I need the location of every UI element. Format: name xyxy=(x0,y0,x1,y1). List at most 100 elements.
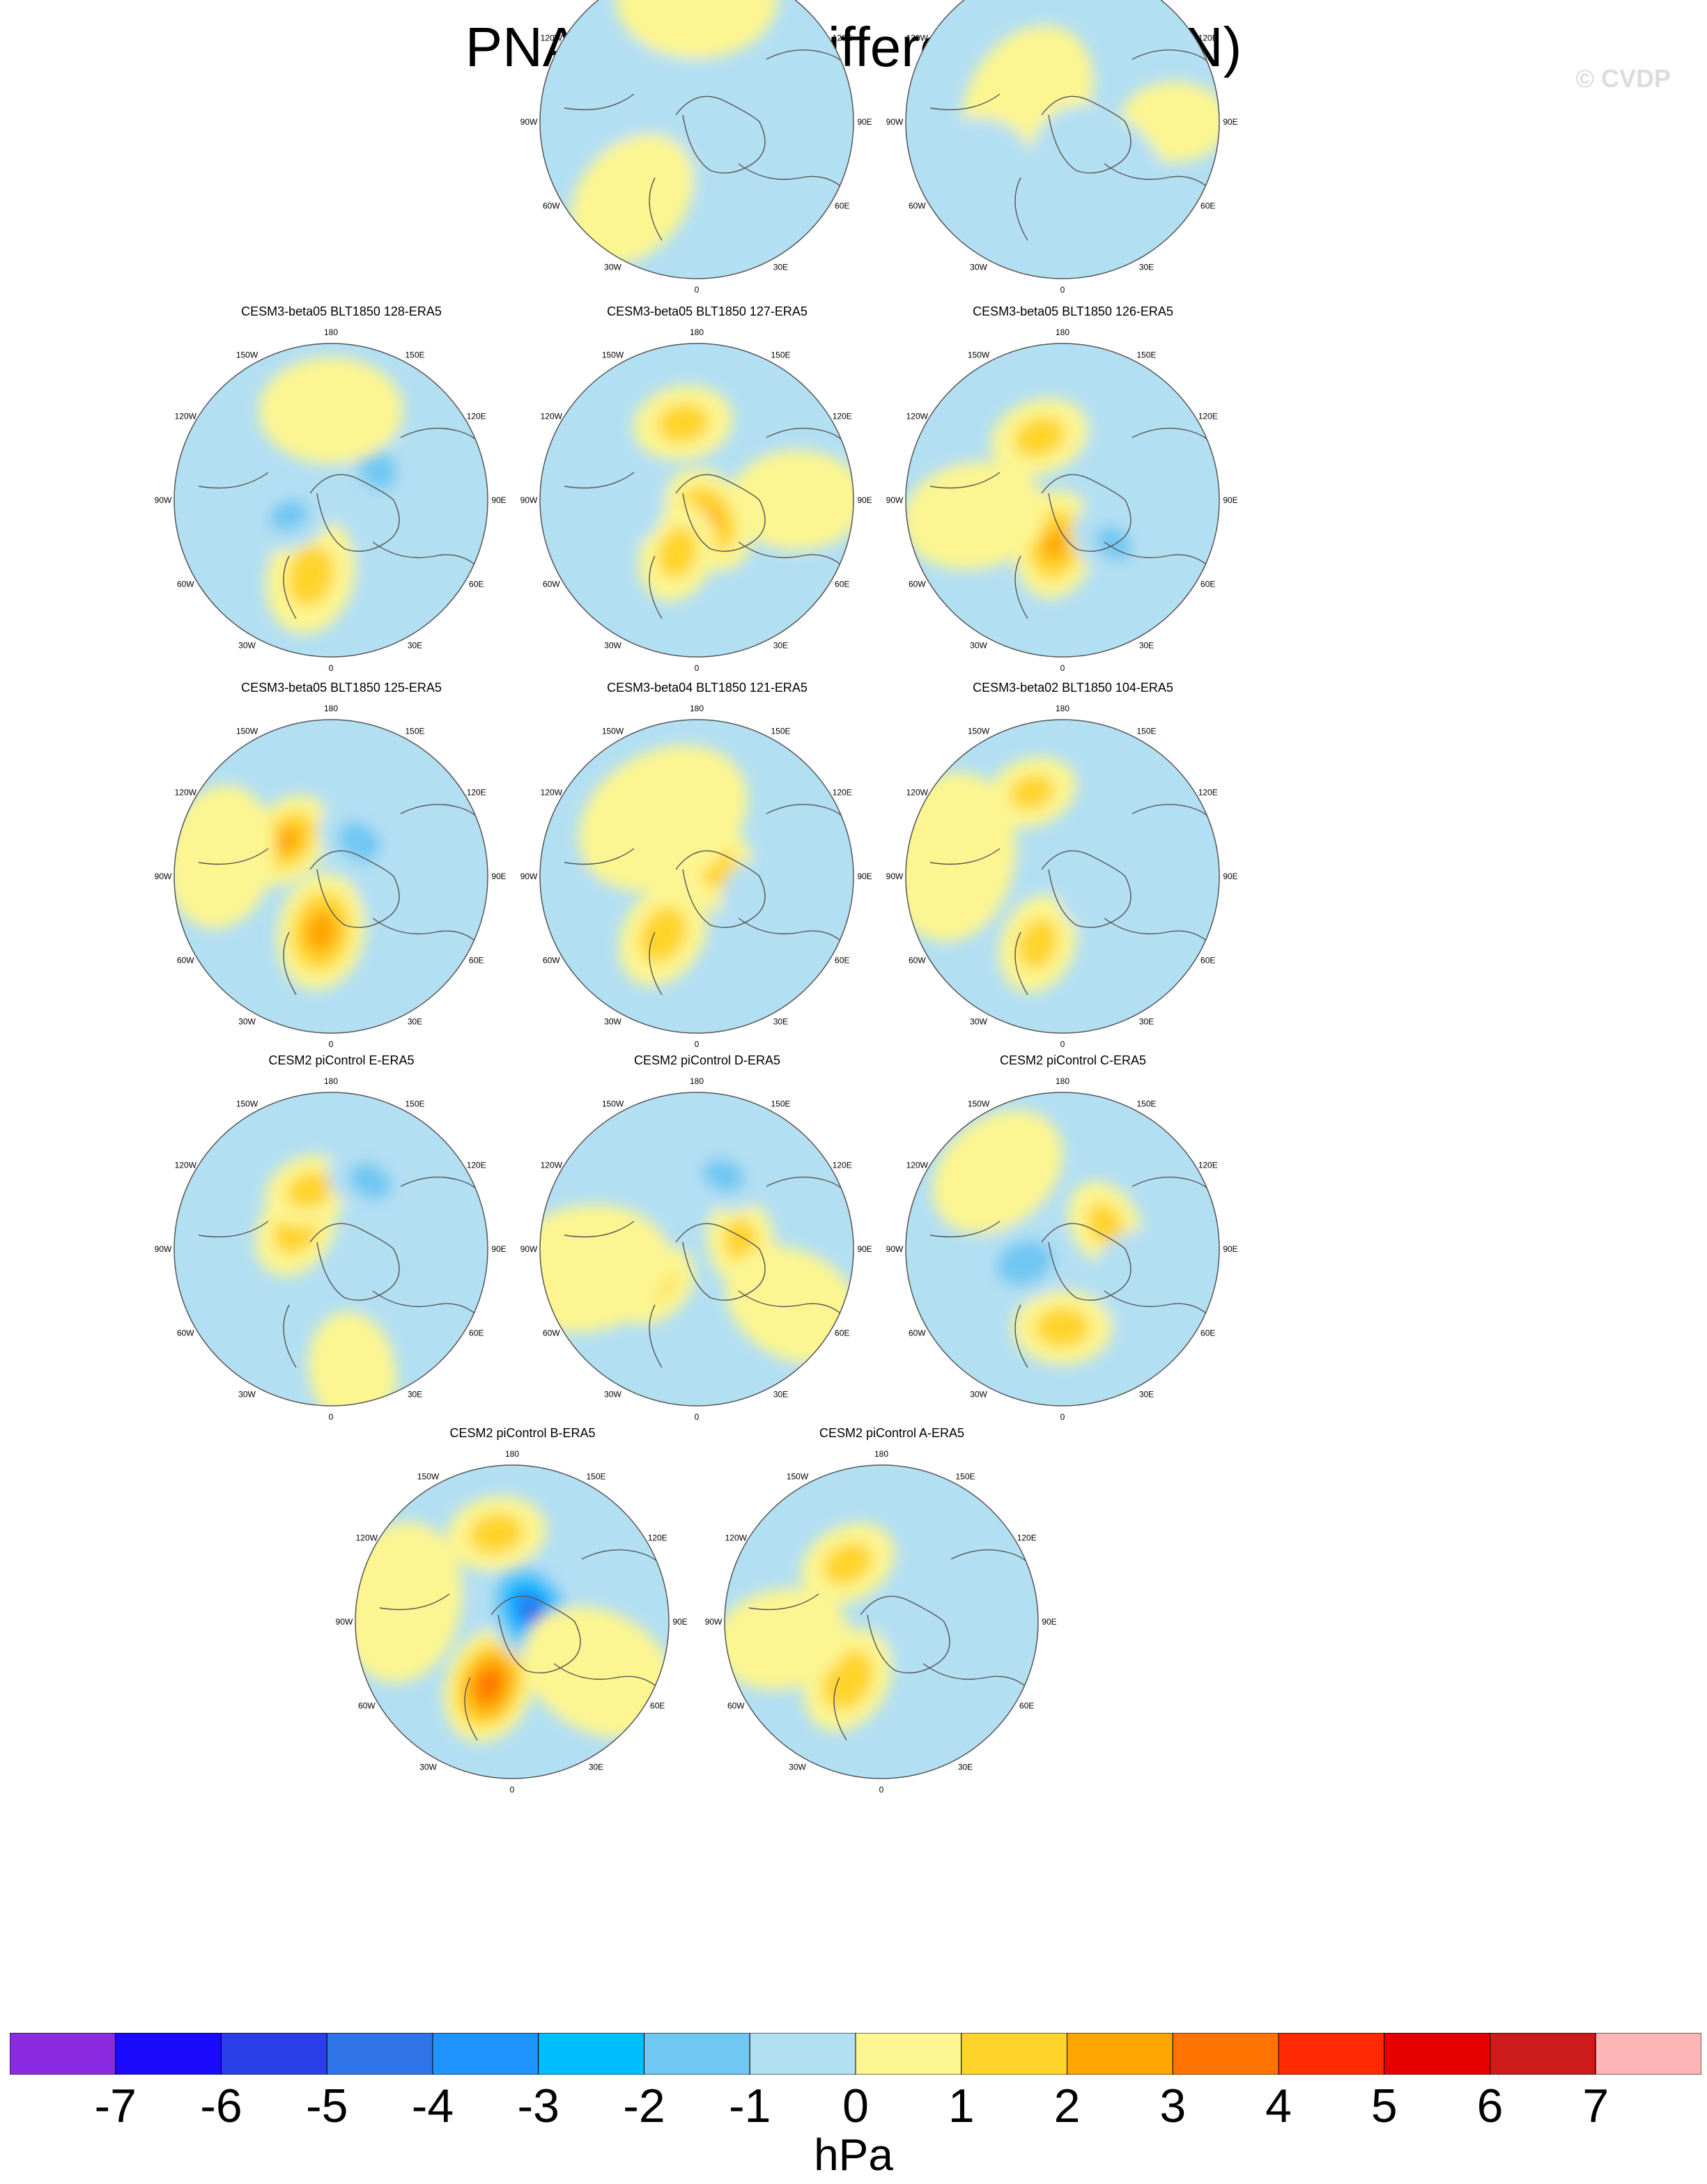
anomaly-contour xyxy=(721,855,854,967)
anomaly-contour xyxy=(355,1521,463,1683)
longitude-label: 150W xyxy=(968,350,990,359)
longitude-label: 120E xyxy=(833,1161,852,1170)
field-background xyxy=(174,1092,488,1406)
colorbar-tick-label: 3 xyxy=(1159,2080,1187,2132)
map-panel: CESM3-beta02 BLT1850 104-ERA5 180 150E 120E… xyxy=(878,680,1268,1056)
longitude-label: 60W xyxy=(909,580,926,589)
colorbar-tick-label: 2 xyxy=(1053,2080,1081,2132)
longitude-label: 30W xyxy=(419,1763,437,1772)
longitude-label: 30W xyxy=(789,1763,806,1772)
anomaly-contour xyxy=(469,1513,524,1554)
longitude-label: 120W xyxy=(906,33,929,43)
longitude-label: 150E xyxy=(586,1471,605,1481)
panel-title: CESM3-beta05 BLT1850 125-ERA5 xyxy=(241,681,442,695)
longitude-label: 90E xyxy=(857,495,872,505)
longitude-label: 120W xyxy=(175,788,197,798)
longitude-label: 150W xyxy=(236,350,258,359)
anomaly-contour xyxy=(269,499,309,532)
colorbar-tick-label: -3 xyxy=(517,2080,559,2132)
anomaly-contour xyxy=(286,1171,333,1209)
coastline xyxy=(1041,95,1131,174)
longitude-label: 120E xyxy=(1198,33,1218,43)
longitude-label: 60W xyxy=(909,1329,926,1338)
coastline xyxy=(675,850,766,929)
anomaly-contour xyxy=(275,827,301,853)
longitude-label: 150W xyxy=(236,726,258,736)
map-panel: CESM2 piControl B-ERA5 180 150E 120E 90E 60E 3… xyxy=(327,1425,718,1802)
longitude-label: 90W xyxy=(520,117,538,127)
longitude-label: 60E xyxy=(835,1329,849,1338)
anomaly-contour xyxy=(540,440,666,560)
coastline xyxy=(748,1593,819,1611)
longitude-label: 120E xyxy=(467,788,486,798)
coastline xyxy=(860,1595,950,1674)
longitude-label: 180 xyxy=(690,327,704,337)
longitude-label: 60W xyxy=(177,580,194,589)
longitude-label: 120E xyxy=(1198,788,1218,798)
longitude-label: 150W xyxy=(236,1099,258,1108)
panel-title: CESM3-beta05 BLT1850 126-ERA5 xyxy=(973,304,1173,318)
colorbar-bin xyxy=(326,2033,433,2075)
longitude-label: 150W xyxy=(787,1471,809,1481)
colorbar-tick-label: -4 xyxy=(411,2080,454,2132)
colorbar-bin xyxy=(1278,2033,1385,2075)
longitude-label: 90W xyxy=(705,1617,723,1627)
longitude-label: 60W xyxy=(543,201,560,211)
colorbar-bin xyxy=(115,2033,222,2075)
longitude-label: 60E xyxy=(835,201,849,211)
longitude-label: 30W xyxy=(238,641,256,651)
longitude-label: 0 xyxy=(1060,1039,1065,1049)
longitude-label: 0 xyxy=(510,1785,515,1795)
longitude-label: 120E xyxy=(1198,1161,1218,1170)
coastline xyxy=(675,95,766,174)
coastline xyxy=(1014,1304,1028,1368)
colorbar-bin xyxy=(1067,2033,1173,2075)
anomaly-contour xyxy=(1086,1202,1124,1246)
anomaly-contour xyxy=(523,1606,669,1738)
longitude-label: 30E xyxy=(773,1017,788,1027)
colorbar-bin xyxy=(961,2033,1067,2075)
anomaly-contour xyxy=(1028,105,1175,274)
longitude-label: 150E xyxy=(405,1099,424,1108)
longitude-label: 30W xyxy=(238,1017,256,1027)
colorbar-tick-label: 6 xyxy=(1476,2080,1504,2132)
longitude-label: 90W xyxy=(886,117,904,127)
anomaly-contour xyxy=(823,1542,873,1586)
longitude-label: 60E xyxy=(650,1701,665,1711)
longitude-label: 150W xyxy=(417,1471,440,1481)
anomaly-contour xyxy=(676,84,854,238)
map-panel: CESM3-beta05 BLT1850 125-ERA5 180 150E 120E… xyxy=(146,680,536,1056)
map-field xyxy=(906,1092,1219,1406)
longitude-label: 60E xyxy=(1200,580,1215,589)
longitude-label: 120W xyxy=(541,33,563,43)
coastline xyxy=(198,1221,269,1238)
longitude-label: 120E xyxy=(833,33,852,43)
anomaly-contour xyxy=(1055,826,1219,954)
coastline xyxy=(379,1593,450,1611)
colorbar-units: hPa xyxy=(814,2130,893,2180)
coastline xyxy=(564,93,635,111)
anomaly-contour xyxy=(615,0,778,59)
longitude-label: 0 xyxy=(329,1039,334,1049)
map-field xyxy=(540,720,854,1033)
longitude-label: 150E xyxy=(771,1099,790,1108)
map-panel: CESM3-beta04 BLT1850 121-ERA5 180 150E 120E… xyxy=(512,680,902,1056)
map-panel: CESM3-beta05 BLT1850 128-ERA5 180 150E 120E… xyxy=(146,304,536,680)
longitude-label: 0 xyxy=(1060,1412,1065,1422)
coastline xyxy=(464,1677,478,1741)
coastline xyxy=(198,472,269,489)
longitude-label: 90W xyxy=(520,872,538,881)
anomaly-contour xyxy=(639,906,688,963)
panel-title: CESM3-beta02 BLT1850 104-ERA5 xyxy=(973,681,1173,695)
longitude-label: 180 xyxy=(874,1449,888,1459)
map-field xyxy=(174,343,488,657)
coastline xyxy=(283,555,297,619)
colorbar-tick-label: 5 xyxy=(1370,2080,1398,2132)
longitude-label: 60W xyxy=(727,1701,745,1711)
longitude-label: 150E xyxy=(1136,1099,1156,1108)
colorbar-bin xyxy=(1595,2033,1701,2075)
panel-title: CESM3-beta04 BLT1850 121-ERA5 xyxy=(607,681,808,695)
